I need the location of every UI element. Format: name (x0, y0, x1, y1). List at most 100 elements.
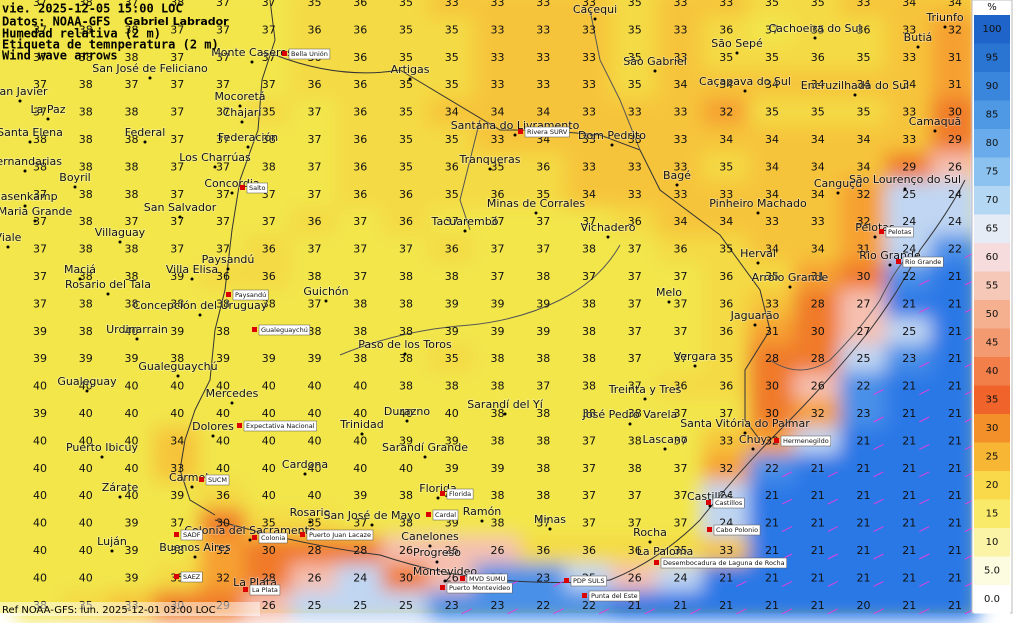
temperature: 36 (857, 23, 871, 36)
temperature: 37 (216, 51, 230, 64)
legend-label: 85 (986, 110, 999, 121)
temperature: 36 (674, 243, 688, 256)
field-cell (290, 262, 339, 292)
temperature: 37 (216, 133, 230, 146)
temperature: 32 (765, 434, 779, 447)
station-box (232, 289, 269, 301)
temperature: 37 (216, 160, 230, 173)
temperature: 21 (719, 599, 733, 612)
place-name: Zárate (102, 481, 139, 494)
legend-swatch (974, 43, 1010, 72)
place-name: Vergara (674, 350, 717, 363)
place-name: Tacuarembó (431, 215, 499, 228)
station-box (432, 509, 459, 521)
temperature: 40 (353, 434, 367, 447)
field-cell (931, 481, 979, 511)
temperature: 26 (308, 571, 322, 584)
temperature: 36 (628, 215, 642, 228)
temperature: 31 (857, 243, 871, 256)
place-dot (246, 145, 250, 149)
field-cell (153, 125, 202, 155)
field-cell (931, 454, 979, 484)
field-cell (931, 70, 979, 100)
temperature: 40 (262, 462, 276, 475)
wave-arrow (873, 389, 884, 396)
temperature: 37 (125, 215, 139, 228)
field-cell (107, 344, 156, 374)
station-marker (440, 585, 445, 590)
field-cell (16, 70, 64, 100)
temperature: 35 (308, 517, 322, 530)
temperature: 37 (491, 243, 505, 256)
field-cell (382, 0, 430, 18)
temperature: 37 (262, 0, 276, 9)
temperature: 38 (628, 434, 642, 447)
field-cell (153, 70, 202, 100)
field-cell (565, 180, 613, 210)
place-dot (667, 300, 671, 304)
temperature: 38 (125, 160, 139, 173)
field-cell (610, 262, 659, 292)
field-cell (199, 563, 247, 594)
field-cell (336, 70, 385, 100)
field-cell (382, 125, 430, 155)
temperature: 33 (536, 0, 550, 9)
field-cell (931, 180, 979, 210)
temperature: 37 (308, 133, 322, 146)
temperature: 38 (582, 352, 596, 365)
field-cell (290, 591, 339, 621)
place-name: Guichón (303, 285, 348, 298)
field-cell (885, 70, 934, 100)
field-cell (290, 371, 339, 402)
field-cell (702, 563, 751, 594)
field-cell (16, 481, 64, 511)
temperature: 29 (948, 133, 962, 146)
temperature: 37 (582, 462, 596, 475)
temperature: 21 (948, 517, 962, 530)
station-marker (774, 438, 779, 443)
temperature: 37 (674, 407, 688, 420)
header: vie. 2025-12-05 15:00 LOC Datos: NOAA-GF… (2, 2, 229, 63)
temperature: 38 (79, 0, 93, 9)
field-cell (931, 536, 979, 566)
wave-arrow (781, 498, 793, 505)
temperature: 36 (399, 215, 413, 228)
temperature: 26 (399, 544, 413, 557)
temperature: 37 (170, 106, 184, 119)
temperature: 39 (125, 517, 139, 530)
place-dot (230, 401, 234, 405)
station-label: Desembocadura de Laguna de Rocha (663, 559, 785, 567)
field-cell (748, 43, 796, 73)
wave-arrow (461, 608, 472, 615)
wave-arrow (690, 608, 701, 615)
header-line: Wind wave arrows (2, 49, 118, 63)
station-label: MVD SUMU (469, 575, 506, 583)
temperature: 33 (765, 215, 779, 228)
field-cell (656, 317, 705, 347)
place-name: Rosario (290, 506, 331, 519)
station-marker (252, 535, 257, 540)
temperature: 35 (399, 23, 413, 36)
field-cell (107, 262, 156, 292)
wave-arrow (919, 580, 930, 587)
temperature: 38 (582, 297, 596, 310)
field-cell (107, 536, 156, 566)
temperature: 21 (902, 517, 916, 530)
place-name: Melo (656, 286, 682, 299)
field-cell (748, 125, 796, 155)
field-cell (610, 426, 659, 457)
field-cell (519, 262, 568, 292)
station-box (180, 529, 203, 541)
legend-swatch (974, 385, 1010, 414)
temperature: 38 (125, 23, 139, 36)
place-dot (436, 496, 440, 500)
temperature: 40 (33, 380, 47, 393)
field-cell (702, 454, 751, 484)
place-name: Viale (0, 231, 22, 244)
field-cell (931, 399, 979, 429)
field-cell (702, 344, 751, 374)
field-cell (748, 289, 796, 320)
field-cell (61, 563, 110, 594)
temperature: 37 (628, 352, 642, 365)
field-cell (336, 97, 385, 128)
